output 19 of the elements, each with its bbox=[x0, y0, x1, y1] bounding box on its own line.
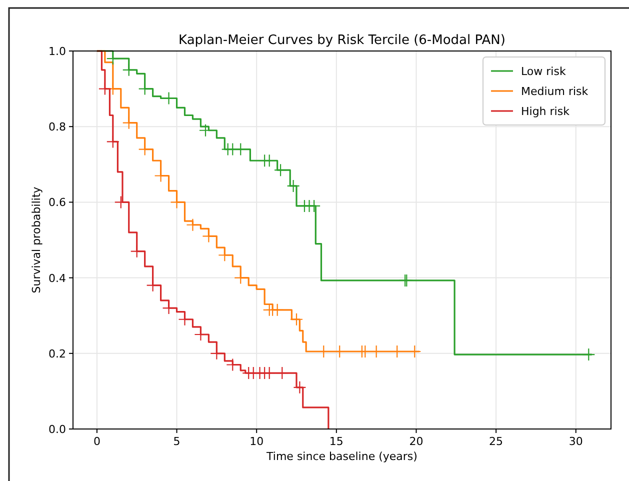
legend-label: High risk bbox=[521, 105, 570, 118]
x-axis-title: Time since baseline (years) bbox=[266, 450, 418, 463]
legend-label: Medium risk bbox=[521, 85, 589, 98]
x-tick-label: 0 bbox=[93, 435, 100, 448]
y-tick-label: 0.8 bbox=[48, 120, 66, 134]
x-tick-label: 10 bbox=[250, 435, 264, 448]
x-tick-label: 15 bbox=[329, 435, 344, 448]
x-tick-label: 25 bbox=[489, 435, 504, 448]
x-tick-label: 30 bbox=[568, 435, 583, 448]
x-tick-label: 20 bbox=[409, 435, 424, 448]
legend-label: Low risk bbox=[521, 65, 566, 78]
y-tick-label: 0.6 bbox=[48, 196, 66, 210]
x-tick-label: 5 bbox=[173, 435, 180, 448]
y-axis-title: Survival probability bbox=[30, 186, 43, 294]
y-tick-label: 1.0 bbox=[48, 45, 66, 58]
y-tick-label: 0.4 bbox=[48, 272, 66, 285]
y-tick-label: 0.0 bbox=[48, 423, 66, 436]
chart-title: Kaplan-Meier Curves by Risk Tercile (6-Modal PAN) bbox=[178, 33, 506, 48]
y-tick-label: 0.2 bbox=[48, 347, 66, 360]
